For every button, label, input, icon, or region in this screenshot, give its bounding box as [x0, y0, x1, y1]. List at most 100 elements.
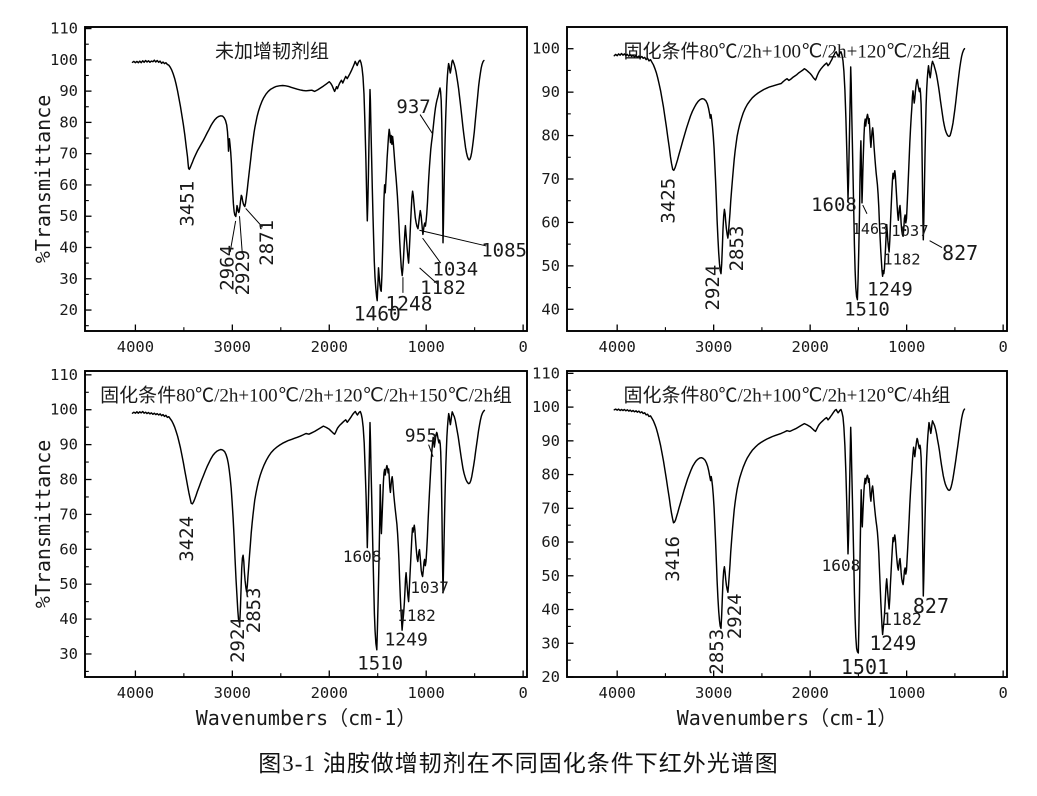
- y-tick-label: 40: [541, 601, 560, 619]
- y-tick-label: 80: [541, 466, 560, 484]
- peak-label: 1608: [822, 556, 861, 575]
- peak-label: 1034: [432, 258, 478, 280]
- peak-label: 2871: [256, 220, 278, 266]
- peak-label: 3451: [176, 181, 198, 227]
- x-axis-ticks: 4000 3000 2000 1000 0: [599, 324, 1008, 356]
- y-tick-label: 70: [59, 145, 78, 163]
- peak-label: 937: [396, 96, 430, 118]
- y-tick-label: 100: [532, 40, 560, 58]
- x-tick-label: 1000: [408, 684, 445, 702]
- ir-panel-top-left: 4000 3000 2000 1000 0 20 30 40 50 60 70 80 90 100 110 未…: [31, 20, 528, 356]
- x-tick-label: 3000: [695, 338, 732, 356]
- peak-label: 1037: [891, 222, 928, 240]
- y-tick-label: 60: [59, 176, 78, 194]
- peak-label: 1460: [354, 302, 401, 325]
- x-axis-ticks: 4000 3000 2000 1000 0: [117, 670, 528, 702]
- x-axis-title: Wavenumbers（cm-1）: [677, 706, 898, 730]
- y-axis-title: %Transmittance: [31, 95, 55, 264]
- x-tick-label: 4000: [599, 338, 636, 356]
- peak-label: 1608: [343, 547, 382, 566]
- y-tick-label: 100: [50, 51, 78, 69]
- peak-label: 1037: [410, 578, 449, 597]
- peak-label: 2853: [726, 226, 748, 272]
- x-tick-label: 1000: [888, 338, 925, 356]
- y-axis-title: %Transmittance: [31, 440, 55, 609]
- x-tick-label: 2000: [311, 684, 348, 702]
- plot-frame: [84, 26, 528, 332]
- ir-panel-top-right: 4000 3000 2000 1000 0 40 50 60 70 80 90 100 固化条件80℃/…: [532, 26, 1008, 356]
- spectrum-curve: [131, 59, 485, 302]
- peak-leader-line: [419, 229, 487, 247]
- x-tick-label: 2000: [791, 684, 828, 702]
- peak-label: 955: [405, 425, 438, 446]
- peak-leader-line: [929, 240, 943, 249]
- y-tick-label: 100: [532, 398, 560, 416]
- y-tick-label: 90: [541, 83, 560, 101]
- plot-frame: [566, 370, 1008, 678]
- peak-label: 3416: [662, 536, 684, 582]
- peak-label: 1510: [357, 652, 403, 674]
- peak-label: 2964: [216, 245, 238, 291]
- peak-label: 1248: [386, 292, 433, 315]
- peak-label: 1085: [481, 240, 527, 262]
- y-tick-label: 20: [541, 668, 560, 686]
- y-tick-label: 90: [59, 82, 78, 100]
- x-tick-label: 4000: [117, 338, 154, 356]
- peak-label: 3425: [657, 178, 679, 224]
- x-tick-label: 2000: [311, 338, 348, 356]
- spectrum-curve: [613, 408, 966, 654]
- peak-label: 1249: [384, 630, 427, 651]
- x-tick-label: 0: [998, 338, 1007, 356]
- peak-label: 2853: [706, 629, 728, 675]
- spectrum-curve: [131, 409, 486, 651]
- x-tick-label: 0: [998, 684, 1007, 702]
- y-tick-label: 70: [541, 170, 560, 188]
- y-tick-label: 60: [541, 533, 560, 551]
- y-tick-label: 70: [541, 499, 560, 517]
- y-tick-label: 80: [541, 127, 560, 145]
- ir-panel-bottom-left: 4000 3000 2000 1000 0 30 40 50 60 70 80 90 100 110 固化条…: [31, 366, 528, 730]
- y-tick-label: 100: [50, 401, 78, 419]
- y-tick-label: 90: [59, 436, 78, 454]
- peak-label: 827: [913, 594, 949, 618]
- y-axis-ticks: 20 30 40 50 60 70 80 90 100 110: [532, 364, 574, 686]
- plot-frame: [84, 370, 528, 678]
- x-tick-label: 1000: [408, 338, 445, 356]
- y-tick-label: 50: [541, 257, 560, 275]
- panel-title: 固化条件80℃/2h+100℃/2h+120℃/2h组: [624, 41, 951, 63]
- peak-label: 1182: [883, 250, 920, 268]
- peak-label: 1608: [811, 194, 857, 216]
- peak-leader-line: [422, 237, 442, 264]
- y-tick-label: 50: [541, 567, 560, 585]
- y-tick-label: 60: [59, 540, 78, 558]
- y-tick-label: 90: [541, 432, 560, 450]
- x-axis-title: Wavenumbers（cm-1）: [196, 706, 417, 730]
- y-tick-label: 30: [59, 270, 78, 288]
- y-axis-ticks: 30 40 50 60 70 80 90 100 110: [50, 366, 92, 672]
- ir-spectra-figure: 4000 3000 2000 1000 02030405060708090100110未…: [31, 20, 1008, 730]
- x-axis-ticks: 4000 3000 2000 1000 0: [117, 324, 528, 356]
- y-tick-label: 40: [541, 300, 560, 318]
- x-tick-label: 2000: [791, 338, 828, 356]
- x-tick-label: 0: [518, 684, 527, 702]
- peak-label: 1249: [869, 632, 916, 655]
- y-tick-label: 110: [532, 364, 560, 382]
- peak-label: 2924: [724, 593, 746, 639]
- x-tick-label: 3000: [695, 684, 732, 702]
- peak-label: 1463: [852, 220, 888, 238]
- x-tick-label: 1000: [888, 684, 925, 702]
- peak-leader-line: [245, 208, 263, 228]
- peak-label: 1249: [867, 279, 913, 301]
- peak-label: 2853: [243, 587, 265, 633]
- peak-label: 1182: [882, 610, 922, 629]
- y-tick-label: 30: [541, 634, 560, 652]
- x-axis-ticks: 4000 3000 2000 1000 0: [599, 670, 1008, 702]
- peak-leader-line: [419, 114, 433, 134]
- x-tick-label: 4000: [117, 684, 154, 702]
- ir-panel-bottom-right: 4000 3000 2000 1000 0 20 30 40 50 60 70 80 90 100 110 固…: [532, 364, 1008, 730]
- peak-leader-line: [229, 220, 237, 253]
